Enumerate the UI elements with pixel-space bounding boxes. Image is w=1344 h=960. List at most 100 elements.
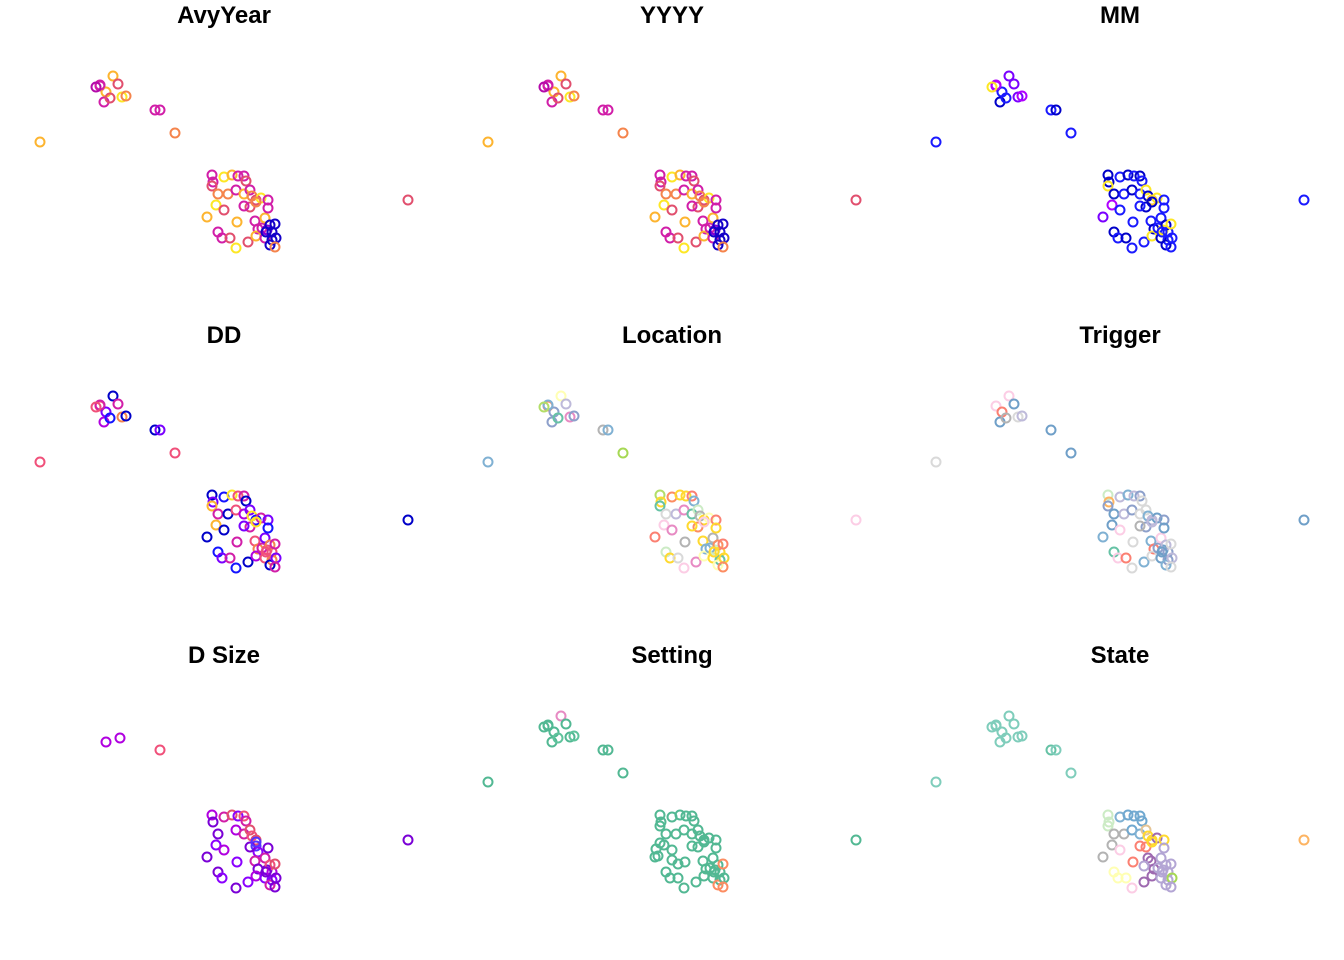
scatter-point (986, 81, 998, 93)
scatter-point (1000, 412, 1012, 424)
scatter-point (1134, 170, 1146, 182)
scatter-point (679, 216, 691, 228)
scatter-point (230, 882, 242, 894)
scatter-point (212, 508, 224, 520)
scatter-point (1298, 194, 1310, 206)
scatter-point (1008, 718, 1020, 730)
scatter-point (104, 92, 116, 104)
scatter-point (1136, 175, 1148, 187)
scatter-point (1003, 390, 1015, 402)
panel-trigger: Trigger (896, 320, 1344, 640)
scatter-point (260, 226, 272, 238)
scatter-point (1160, 559, 1172, 571)
scatter-plot (930, 70, 1310, 254)
scatter-point (240, 495, 252, 507)
scatter-point (698, 836, 710, 848)
scatter-point (1127, 856, 1139, 868)
scatter-point (1127, 536, 1139, 548)
scatter-point (672, 872, 684, 884)
scatter-point (1045, 744, 1057, 756)
scatter-point (262, 202, 274, 214)
scatter-point (154, 424, 166, 436)
scatter-point (649, 211, 661, 223)
scatter-point (1106, 199, 1118, 211)
scatter-point (1298, 834, 1310, 846)
scatter-point (269, 218, 281, 230)
scatter-point (1156, 866, 1168, 878)
scatter-point (244, 184, 256, 196)
scatter-point (1165, 881, 1177, 893)
scatter-point (34, 136, 46, 148)
scatter-point (597, 424, 609, 436)
scatter-point (1134, 200, 1146, 212)
scatter-point (707, 532, 719, 544)
scatter-point (250, 836, 262, 848)
scatter-point (107, 390, 119, 402)
panel-title: Trigger (1079, 322, 1161, 349)
scatter-point (224, 552, 236, 564)
scatter-point (1160, 879, 1172, 891)
scatter-point (1165, 538, 1177, 550)
scatter-point (712, 239, 724, 251)
scatter-point (658, 199, 670, 211)
scatter-point (1146, 836, 1158, 848)
scatter-point (1065, 447, 1077, 459)
scatter-point (1158, 202, 1170, 214)
scatter-point (686, 520, 698, 532)
scatter-plot (34, 70, 414, 254)
scatter-point (602, 744, 614, 756)
scatter-point (555, 70, 567, 82)
scatter-point (680, 170, 692, 182)
scatter-point (649, 531, 661, 543)
scatter-point (1000, 732, 1012, 744)
scatter-point (1156, 226, 1168, 238)
scatter-point (1128, 170, 1140, 182)
scatter-plot (930, 710, 1310, 894)
scatter-point (1102, 500, 1114, 512)
scatter-point (226, 489, 238, 501)
scatter-point (1126, 242, 1138, 254)
scatter-point (986, 721, 998, 733)
scatter-point (206, 489, 218, 501)
scatter-point (242, 876, 254, 888)
scatter-point (930, 776, 942, 788)
panel-dd: DD (0, 320, 448, 640)
scatter-point (90, 81, 102, 93)
scatter-point (1165, 218, 1177, 230)
scatter-point (654, 180, 666, 192)
scatter-point (650, 843, 662, 855)
scatter-point (654, 489, 666, 501)
panel-setting: Setting (448, 640, 896, 960)
scatter-point (224, 232, 236, 244)
scatter-point (238, 490, 250, 502)
scatter-point (717, 881, 729, 893)
scatter-point (262, 842, 274, 854)
scatter-point (154, 744, 166, 756)
scatter-point (560, 718, 572, 730)
scatter-point (678, 242, 690, 254)
scatter-point (666, 844, 678, 856)
scatter-point (212, 828, 224, 840)
scatter-point (617, 767, 629, 779)
scatter-point (850, 834, 862, 846)
scatter-point (686, 490, 698, 502)
scatter-point (672, 858, 684, 870)
scatter-point (538, 401, 550, 413)
scatter-point (1065, 767, 1077, 779)
scatter-point (1097, 851, 1109, 863)
scatter-point (402, 514, 414, 526)
scatter-point (708, 226, 720, 238)
scatter-point (666, 524, 678, 536)
scatter-point (1298, 514, 1310, 526)
panel-title: YYYY (639, 2, 705, 29)
scatter-point (169, 447, 181, 459)
scatter-point (218, 844, 230, 856)
scatter-point (1108, 508, 1120, 520)
scatter-point (1155, 852, 1167, 864)
scatter-point (717, 561, 729, 573)
scatter-point (692, 504, 704, 516)
scatter-point (244, 504, 256, 516)
scatter-point (1134, 810, 1146, 822)
scatter-point (698, 196, 710, 208)
